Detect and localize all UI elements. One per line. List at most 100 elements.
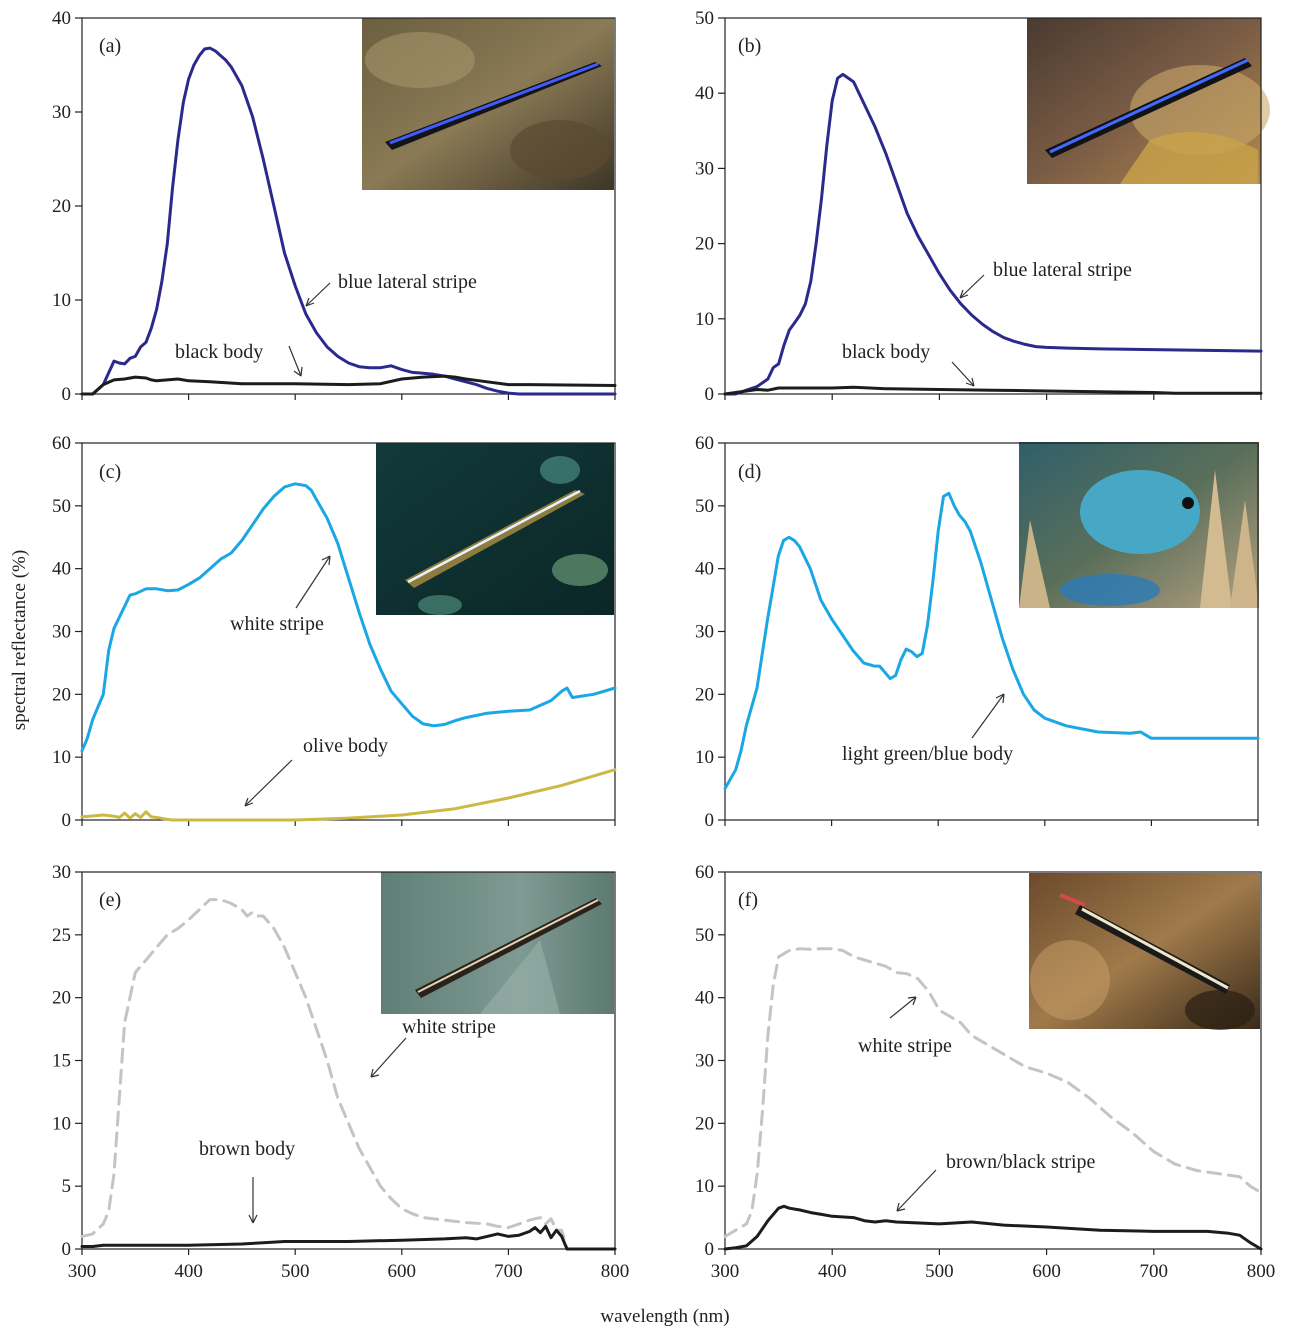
panel-a-ytick-label-4: 40: [52, 8, 71, 29]
panel-e-annotation-white-stripe: white stripe: [402, 1016, 496, 1038]
panel-d-ytick-label-5: 50: [695, 496, 714, 517]
panel-c-series-olive-body: [80, 768, 617, 822]
panel-d-ytick-label-2: 20: [695, 684, 714, 705]
panel-e-arrowhead-white-stripe: [370, 1068, 380, 1078]
panel-c-arrow-white-stripe: [295, 555, 331, 609]
panel-a-arrow-black-body: [288, 345, 302, 377]
panel-c-ytick-label-6: 60: [52, 433, 71, 454]
panel-e-ytick-label-5: 25: [52, 925, 71, 946]
panel-c-ytick-label-2: 20: [52, 684, 71, 705]
panel-b-ytick-label-4: 40: [695, 83, 714, 104]
y-axis-title: spectral reflectance (%): [9, 550, 30, 730]
panel-c-arrowhead-white-stripe: [321, 555, 331, 566]
panel-b-ytick-label-5: 50: [695, 8, 714, 29]
panel-d-ytick-label-1: 10: [695, 747, 714, 768]
panel-d-ytick-label-3: 30: [695, 622, 714, 643]
panel-e-xtick-label-4: 700: [494, 1261, 523, 1282]
panel-c-ytick-label-3: 30: [52, 622, 71, 643]
panel-b-arrow-blue-lateral-stripe: [959, 274, 985, 299]
panel-a-series-black-body: [80, 374, 617, 396]
panel-a-arrowhead-black-body: [293, 366, 303, 377]
panel-e-xtick-label-0: 300: [68, 1261, 97, 1282]
panel-e-ytick-label-1: 5: [62, 1176, 72, 1197]
panel-b-arrowhead-black-body: [965, 377, 975, 387]
panel-a-ytick-label-1: 10: [52, 290, 71, 311]
panel-b-series-black-body: [723, 385, 1263, 396]
panel-a-ytick-label-2: 20: [52, 196, 71, 217]
panel-c-arrow-olive-body: [244, 759, 293, 807]
panel-a-photo: [362, 18, 614, 190]
panel-c-label: (c): [99, 461, 121, 483]
panel-b-ytick-label-3: 30: [695, 158, 714, 179]
panel-f-ytick-label-4: 40: [695, 988, 714, 1009]
panel-f-arrowhead-white-stripe: [907, 996, 917, 1006]
panel-f-series-white-stripe: [723, 947, 1263, 1238]
panel-c-arrowhead-olive-body: [244, 797, 254, 807]
panel-f-xtick-label-1: 400: [818, 1261, 847, 1282]
panel-b-ytick-label-0: 0: [705, 384, 715, 405]
panel-a-label: (a): [99, 35, 121, 57]
panel-e-series-brown-body: [80, 1224, 617, 1251]
panel-c-photo: [376, 443, 614, 615]
panel-a-ytick-label-0: 0: [62, 384, 72, 405]
panel-f-plot: 0 10 20 30 40 50 60 300 400 500 600 700 800: [695, 862, 1275, 1282]
panel-d-arrow-light-green-blue-body: [971, 693, 1005, 739]
panel-f-arrow-brown-black-stripe: [896, 1169, 937, 1212]
panel-e-ytick-label-3: 15: [52, 1051, 71, 1072]
panel-e-ytick-label-4: 20: [52, 988, 71, 1009]
panel-b-plot: 0 10 20 30 40 50: [695, 8, 1263, 405]
panel-a-arrow-blue-lateral-stripe: [305, 282, 331, 307]
panel-c-annotation-white-stripe: white stripe: [230, 613, 324, 635]
panel-d-ytick-label-4: 40: [695, 559, 714, 580]
panel-a-annotation-black-body: black body: [175, 341, 263, 363]
panel-c-ytick-label-4: 40: [52, 559, 71, 580]
panel-d-annotation-light-green-blue-body: light green/blue body: [842, 743, 1013, 765]
panel-f-xtick-label-5: 800: [1247, 1261, 1276, 1282]
panel-d-arrowhead-light-green-blue-body: [995, 693, 1005, 704]
panel-f-series-brown-black-stripe: [723, 1204, 1263, 1251]
panel-b-annotation-black-body: black body: [842, 341, 930, 363]
panel-d-plot: 0 10 20 30 40 50 60: [695, 433, 1260, 831]
panel-b-ytick-label-2: 20: [695, 234, 714, 255]
panel-c-annotation-olive-body: olive body: [303, 735, 388, 757]
panel-b-frame: [724, 17, 1262, 395]
panel-e-xtick-label-5: 800: [601, 1261, 630, 1282]
panel-b: 0 10 20 30 40 50 (b) blue lateral stripe blac…: [695, 8, 1270, 405]
panel-e-ytick-label-0: 0: [62, 1239, 72, 1260]
panel-e-photo: [381, 872, 614, 1014]
panel-d-series-light-green-blue-body: [723, 491, 1260, 791]
panel-e-label: (e): [99, 889, 121, 911]
panel-f-ytick-label-5: 50: [695, 925, 714, 946]
panel-f-annotation-white-stripe: white stripe: [858, 1035, 952, 1057]
panel-e-ytick-label-6: 30: [52, 862, 71, 883]
panel-f-annotation-brown-black-stripe: brown/black stripe: [946, 1151, 1096, 1173]
panel-a-ytick-label-3: 30: [52, 102, 71, 123]
panel-f-xtick-label-3: 600: [1032, 1261, 1061, 1282]
panel-c-series-white-stripe: [80, 482, 617, 753]
panel-d: 0 10 20 30 40 50 60 (d) light green/blue body: [695, 433, 1260, 831]
panel-e-arrowhead-brown-body: [248, 1214, 258, 1224]
panel-f-ytick-label-0: 0: [705, 1239, 715, 1260]
panel-f-arrowhead-brown-black-stripe: [896, 1202, 906, 1212]
panel-e-xtick-label-2: 500: [281, 1261, 310, 1282]
panel-d-ytick-label-0: 0: [705, 810, 715, 831]
panel-c-ytick-label-0: 0: [62, 810, 72, 831]
panel-b-arrow-black-body: [951, 361, 975, 387]
panel-e-ytick-label-2: 10: [52, 1113, 71, 1134]
panel-d-photo: [1019, 442, 1259, 608]
panel-f-ytick-label-1: 10: [695, 1176, 714, 1197]
panel-a: 0 10 20 30 40 (a) blue lateral stripe black …: [52, 8, 617, 405]
panel-e-annotation-brown-body: brown body: [199, 1138, 295, 1160]
panel-b-photo: [1027, 18, 1270, 184]
panel-e-arrow-white-stripe: [370, 1037, 407, 1078]
panel-e-series-white-stripe: [80, 898, 617, 1251]
panel-c-ytick-label-5: 50: [52, 496, 71, 517]
panel-c: 0 10 20 30 40 50 60 (c) white stripe olive bod…: [52, 433, 617, 831]
panel-e: 0 5 10 15 20 25 30 300 400 500 600 700 800 (e) white…: [52, 862, 629, 1282]
panel-c-plot: 0 10 20 30 40 50 60: [52, 433, 617, 831]
panel-d-label: (d): [738, 461, 761, 483]
panel-d-ytick-label-6: 60: [695, 433, 714, 454]
panel-f-label: (f): [738, 889, 758, 911]
panel-e-plot: 0 5 10 15 20 25 30 300 400 500 600 700 800: [52, 862, 629, 1282]
